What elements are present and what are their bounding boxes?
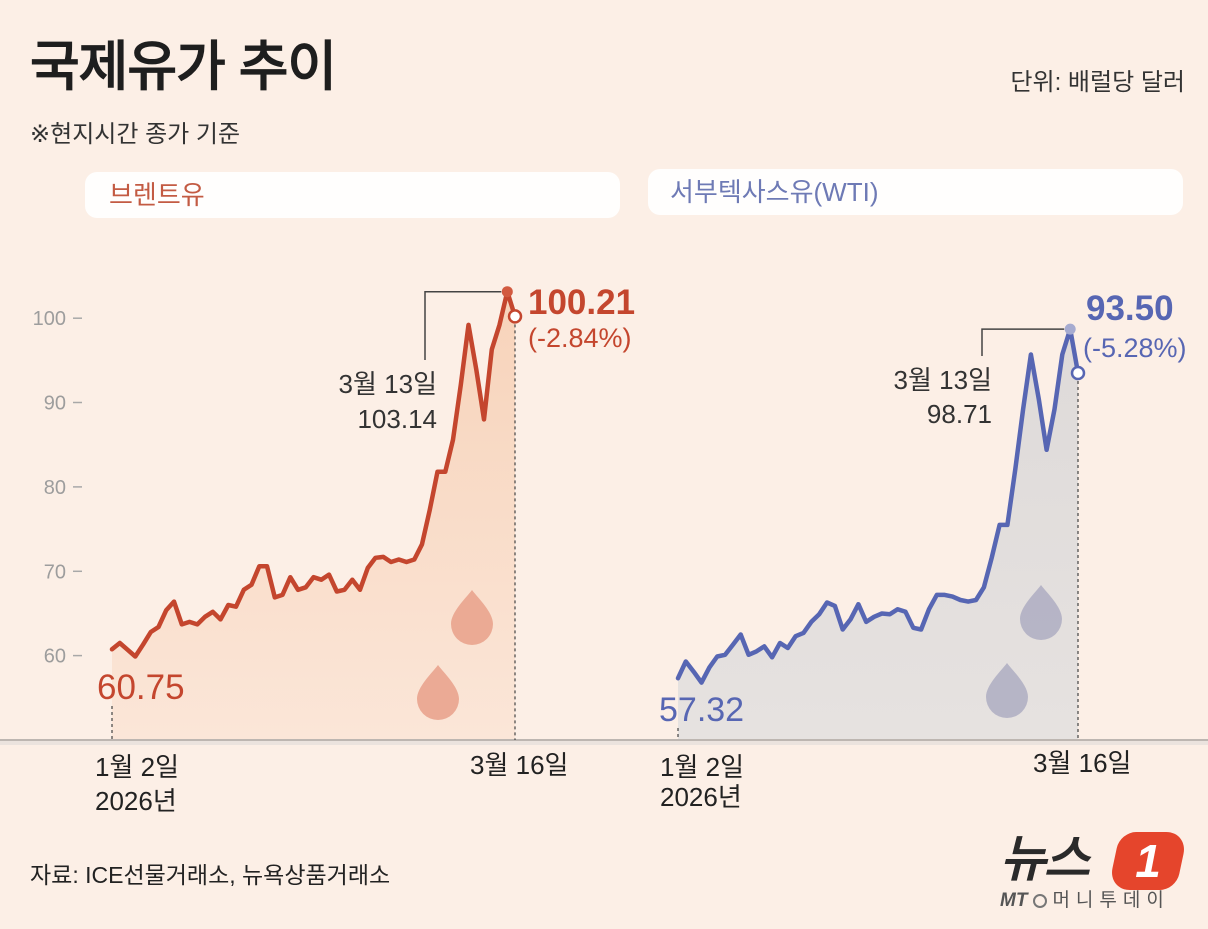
brent-end-value: 100.21 xyxy=(528,283,635,322)
oil-drop-icon xyxy=(417,665,459,720)
brent-peak-value: 103.14 xyxy=(357,404,437,434)
brent-x-label-year: 2026년 xyxy=(95,786,177,816)
wti-start-value: 57.32 xyxy=(659,691,744,729)
wti-peak-value: 98.71 xyxy=(927,399,992,429)
x-axis-baseline xyxy=(0,739,1208,745)
y-tick-label: 80 xyxy=(44,477,66,499)
wti-end-change: (-5.28%) xyxy=(1083,333,1187,363)
wti-x-label-end: 3월 16일 xyxy=(1033,748,1131,778)
brent-start-value: 60.75 xyxy=(97,668,185,707)
wti-title-box: 서부텍사스유(WTI) xyxy=(648,169,1183,215)
source-note: 자료: ICE선물거래소, 뉴욕상품거래소 xyxy=(30,862,391,888)
mark-layer: 60 70 80 90 100 3월 13일 103.14 100.21(-2.84%) 60.… xyxy=(33,283,1187,816)
y-tick-label: 70 xyxy=(44,561,66,583)
y-tick-label: 90 xyxy=(44,393,66,415)
brent-peak-point xyxy=(501,286,513,298)
oil-drop-icon xyxy=(1020,585,1062,640)
news1-logo-text: 뉴스 xyxy=(1000,831,1090,887)
brent-end-point xyxy=(507,309,523,324)
wti-x-label-start: 1월 2일 xyxy=(660,752,744,782)
brent-peak-date: 3월 13일 xyxy=(339,369,437,399)
ring-icon xyxy=(1033,894,1048,908)
news1-logo-number: 1 xyxy=(1135,835,1161,887)
decoration-drops xyxy=(417,585,1062,720)
baseline-line xyxy=(0,739,1208,741)
basis-note: ※현지시간 종가 기준 xyxy=(30,121,241,148)
brent-x-label-start: 1월 2일 xyxy=(95,752,179,782)
oil-drop-icon xyxy=(986,663,1028,718)
wti-area xyxy=(678,329,1078,740)
wti-peak-point xyxy=(1064,323,1076,335)
unit-label: 단위: 배럴당 달러 xyxy=(1010,69,1185,96)
brent-end-change: (-2.84%) xyxy=(528,323,632,353)
brent-series-line xyxy=(109,289,518,659)
news1-logo-badge: 1 xyxy=(1107,832,1189,890)
wti-x-label-year: 2026년 xyxy=(660,782,742,812)
brent-peak-callout xyxy=(424,290,502,360)
wti-chart-title: 서부텍사스유(WTI) xyxy=(670,177,879,207)
page-title: 국제유가 추이 xyxy=(30,37,337,97)
brent-x-label-end: 3월 16일 xyxy=(470,750,568,780)
brent-title-box: 브렌트유 xyxy=(85,172,620,218)
brent-chart-title: 브렌트유 xyxy=(109,180,205,210)
mt-mark: MT xyxy=(1000,890,1028,911)
mt-group-logo: MT 머니투데이 xyxy=(1000,891,1170,910)
mt-group-name: 머니투데이 xyxy=(1052,890,1170,911)
oil-drop-icon xyxy=(451,590,493,645)
wti-peak-date: 3월 13일 xyxy=(894,365,992,395)
wti-end-point xyxy=(1070,365,1086,381)
brent-area xyxy=(112,291,515,740)
wti-series-line xyxy=(675,326,1081,685)
wti-end-value: 93.50 xyxy=(1086,289,1174,328)
y-tick-label: 60 xyxy=(44,646,66,668)
wti-peak-callout xyxy=(981,328,1065,356)
y-tick-label: 100 xyxy=(33,308,66,330)
baseline-shadow xyxy=(0,741,1208,745)
area-layer xyxy=(112,291,1078,740)
